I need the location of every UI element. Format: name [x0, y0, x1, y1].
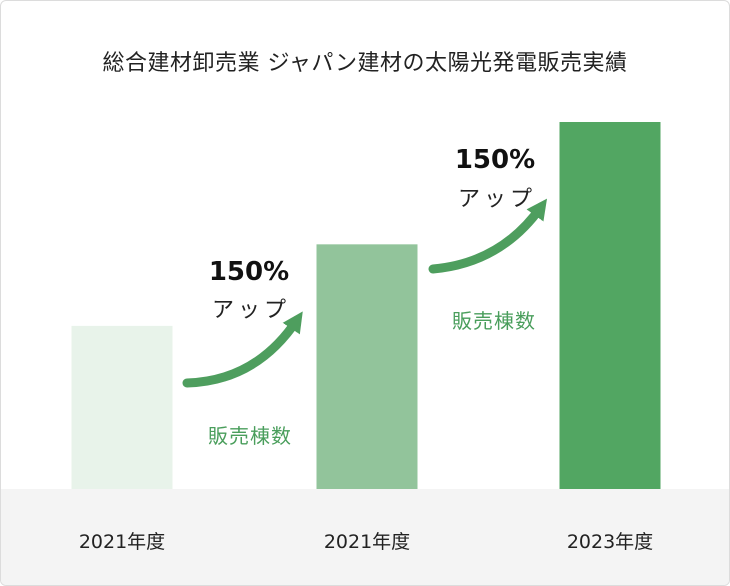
metric-label-2: 販売棟数	[452, 309, 536, 333]
bar-3	[559, 122, 661, 489]
category-label-1: 2021年度	[78, 531, 166, 553]
increase-label-1: アップ	[211, 298, 290, 323]
chart-title: 総合建材卸売業 ジャパン建材の太陽光発電販売実績	[102, 51, 628, 76]
bar-1	[71, 325, 173, 489]
increase-label-2: アップ	[457, 187, 536, 212]
increase-percent-1: 150%	[208, 257, 290, 287]
growth-arrow-1	[182, 311, 303, 388]
category-label-3: 2023年度	[566, 531, 654, 553]
metric-label-1: 販売棟数	[208, 424, 292, 448]
growth-arrow-2	[428, 198, 548, 274]
increase-percent-2: 150%	[454, 145, 536, 175]
x-axis-band	[1, 489, 729, 585]
category-label-2: 2021年度	[323, 531, 411, 553]
bar-2	[316, 244, 418, 489]
